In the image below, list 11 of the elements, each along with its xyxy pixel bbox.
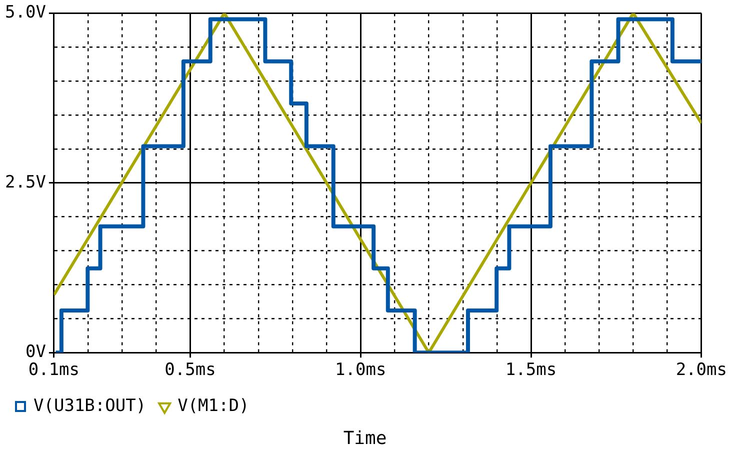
y-tick-label: 0V xyxy=(25,342,46,362)
x-tick-label: 0.5ms xyxy=(164,360,216,380)
y-tick-label: 5.0V xyxy=(4,2,46,23)
legend-label: V(M1:D) xyxy=(178,396,250,416)
legend-label: V(U31B:OUT) xyxy=(34,396,146,416)
x-tick-label: 1.5ms xyxy=(505,360,557,380)
x-tick-label: 0.1ms xyxy=(28,360,80,380)
x-axis-title: Time xyxy=(342,428,388,449)
y-tick-label: 2.5V xyxy=(4,172,46,192)
x-tick-label: 2.0ms xyxy=(676,360,728,380)
x-tick-label: 1.0ms xyxy=(335,360,386,380)
